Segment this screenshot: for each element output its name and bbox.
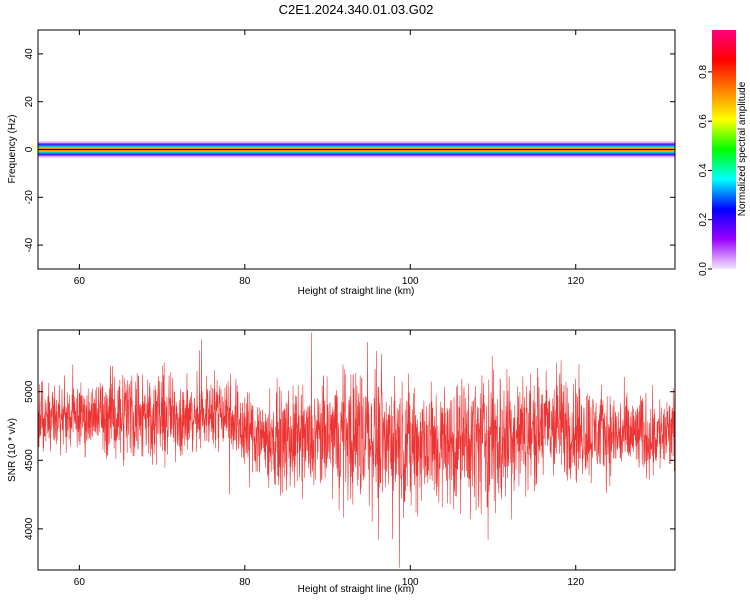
spectrogram-x-ticks: 60 80 100 120: [74, 30, 585, 287]
spectrogram-y-ticks: 40 20 0 -20 -40: [24, 48, 675, 252]
spectrogram-y-tick-label: 40: [24, 48, 35, 60]
spectrogram-panel: 60 80 100 120 40 20 0 -20 -40 Height of straigh…: [7, 29, 676, 297]
snr-x-tick-label: 100: [402, 577, 419, 588]
colorbar-tick-label: 0.8: [698, 64, 709, 78]
colorbar-ticks: 0.0 0.2 0.4 0.6 0.8: [698, 64, 712, 276]
colorbar-tick-label: 0.4: [698, 163, 709, 177]
snr-frame: [37, 329, 676, 571]
snr-x-label: Height of straight line (km): [298, 584, 415, 595]
snr-series-line: [38, 332, 675, 568]
snr-x-tick-label: 60: [74, 577, 86, 588]
spectrogram-x-tick-label: 120: [567, 276, 584, 287]
figure-title: C2E1.2024.340.01.03.G02: [279, 2, 434, 17]
spectrogram-y-tick-label: 0: [24, 146, 35, 152]
spectrogram-x-label: Height of straight line (km): [298, 286, 415, 297]
spectrogram-y-tick-label: -40: [24, 237, 35, 252]
colorbar-gradient: [712, 30, 736, 269]
snr-x-tick-label: 120: [567, 577, 584, 588]
spectrogram-x-tick-label: 100: [402, 276, 419, 287]
colorbar-tick-label: 0.6: [698, 114, 709, 128]
spectrogram-y-label: Frequency (Hz): [7, 115, 18, 184]
snr-y-tick-label: 5000: [24, 380, 35, 403]
snr-x-tick-label: 80: [239, 577, 251, 588]
spectrogram-x-tick-label: 60: [74, 276, 86, 287]
spectrogram-y-tick-label: 20: [24, 96, 35, 108]
snr-x-ticks: 60 80 100 120: [74, 330, 585, 588]
spectrogram-x-tick-label: 80: [239, 276, 251, 287]
colorbar-tick-label: 0.2: [698, 212, 709, 226]
snr-y-tick-label: 4000: [24, 517, 35, 540]
snr-y-ticks: 5000 4500 4000: [24, 380, 675, 540]
spectrogram-y-tick-label: -20: [24, 190, 35, 205]
colorbar-label: Normalized spectral amplitude: [737, 81, 748, 216]
snr-panel: 60 80 100 120 5000 4500 4000 Height of straig…: [7, 329, 676, 595]
colorbar: 0.0 0.2 0.4 0.6 0.8 Normalized spectral ampl…: [698, 30, 748, 276]
colorbar-tick-label: 0.0: [698, 262, 709, 276]
snr-y-tick-label: 4500: [24, 449, 35, 472]
snr-y-label: SNR (10 * v/v): [7, 418, 18, 482]
